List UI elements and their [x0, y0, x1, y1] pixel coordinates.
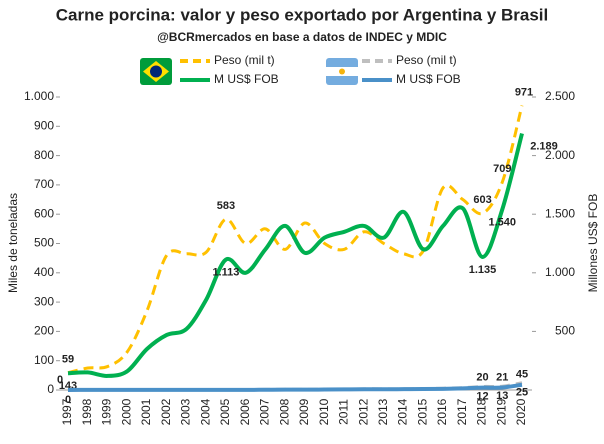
y-tick-label: 800: [34, 148, 54, 162]
x-tick-label: 2009: [297, 398, 311, 425]
y-tick-label: 100: [34, 353, 54, 367]
y-tick-label: 1.000: [24, 89, 54, 103]
data-label: 45: [516, 369, 528, 381]
y-tick-label: 500: [34, 236, 54, 250]
y2-tick-label: 1.000: [545, 265, 575, 279]
legend-label: Peso (mil t): [214, 53, 275, 67]
y-tick-label: 200: [34, 324, 54, 338]
data-label: 59: [62, 354, 74, 366]
x-tick-label: 2017: [455, 398, 469, 425]
x-tick-label: 2003: [179, 398, 193, 425]
x-tick-label: 2018: [475, 398, 489, 425]
y2-tick-label: 2.000: [545, 148, 575, 162]
data-label: 13: [496, 390, 508, 402]
chart-title: Carne porcina: valor y peso exportado po…: [56, 5, 549, 24]
data-label: 12: [476, 390, 488, 402]
x-tick-label: 1998: [80, 398, 94, 425]
x-tick-label: 2001: [139, 398, 153, 425]
flag-brasil: [140, 58, 172, 85]
y-tick-label: 0: [47, 382, 54, 396]
y2-tick-label: 1.500: [545, 206, 575, 220]
x-tick-label: 2004: [198, 398, 212, 425]
x-tick-label: 2013: [376, 398, 390, 425]
x-tick-label: 2019: [494, 398, 508, 425]
series-line: [67, 132, 524, 378]
x-tick-label: 2007: [258, 398, 272, 425]
series-line: [67, 382, 523, 392]
x-tick-label: 2014: [396, 398, 410, 425]
y-tick-label: 600: [34, 206, 54, 220]
data-label: 709: [493, 163, 511, 175]
x-tick-label: 1999: [100, 398, 114, 425]
x-tick-label: 2005: [218, 398, 232, 425]
data-label: 20: [476, 372, 488, 384]
legend-label: Peso (mil t): [396, 53, 457, 67]
data-label: 971: [515, 86, 533, 98]
legend-label: M US$ FOB: [396, 72, 461, 86]
data-label: 603: [473, 194, 491, 206]
flag-argentina: [326, 58, 358, 85]
y2-tick-label: 2.500: [545, 89, 575, 103]
x-tick-label: 2008: [277, 398, 291, 425]
data-label: 25: [516, 387, 528, 399]
y-tick-label: 300: [34, 294, 54, 308]
y2-axis-label: Millones US$ FOB: [586, 194, 600, 293]
x-tick-label: 2000: [119, 398, 133, 425]
y2-tick-label: 500: [555, 324, 575, 338]
x-tick-label: 2011: [337, 399, 351, 425]
x-tick-label: 2010: [317, 398, 331, 425]
data-label: 583: [217, 200, 235, 212]
y-tick-label: 700: [34, 177, 54, 191]
chart-subtitle: @BCRmercados en base a datos de INDEC y …: [157, 30, 447, 44]
data-label: 2.189: [530, 140, 558, 152]
x-tick-label: 1997: [60, 398, 74, 425]
y-tick-label: 900: [34, 118, 54, 132]
data-label: 1.540: [488, 216, 516, 228]
data-label: 1.135: [469, 264, 497, 276]
series-line: [67, 105, 524, 375]
y-axis-label: Miles de toneladas: [6, 193, 20, 293]
data-label: 0: [57, 374, 63, 386]
x-tick-label: 2016: [435, 398, 449, 425]
legend-label: M US$ FOB: [214, 72, 279, 86]
x-tick-label: 2006: [238, 398, 252, 425]
y-tick-label: 400: [34, 265, 54, 279]
x-tick-label: 2002: [159, 398, 173, 425]
data-label: 1.113: [212, 266, 239, 278]
data-label: 21: [496, 371, 508, 383]
x-tick-label: 2015: [415, 398, 429, 425]
data-label: 0: [65, 394, 71, 406]
x-tick-label: 2020: [514, 398, 528, 425]
x-tick-label: 2012: [356, 398, 370, 425]
